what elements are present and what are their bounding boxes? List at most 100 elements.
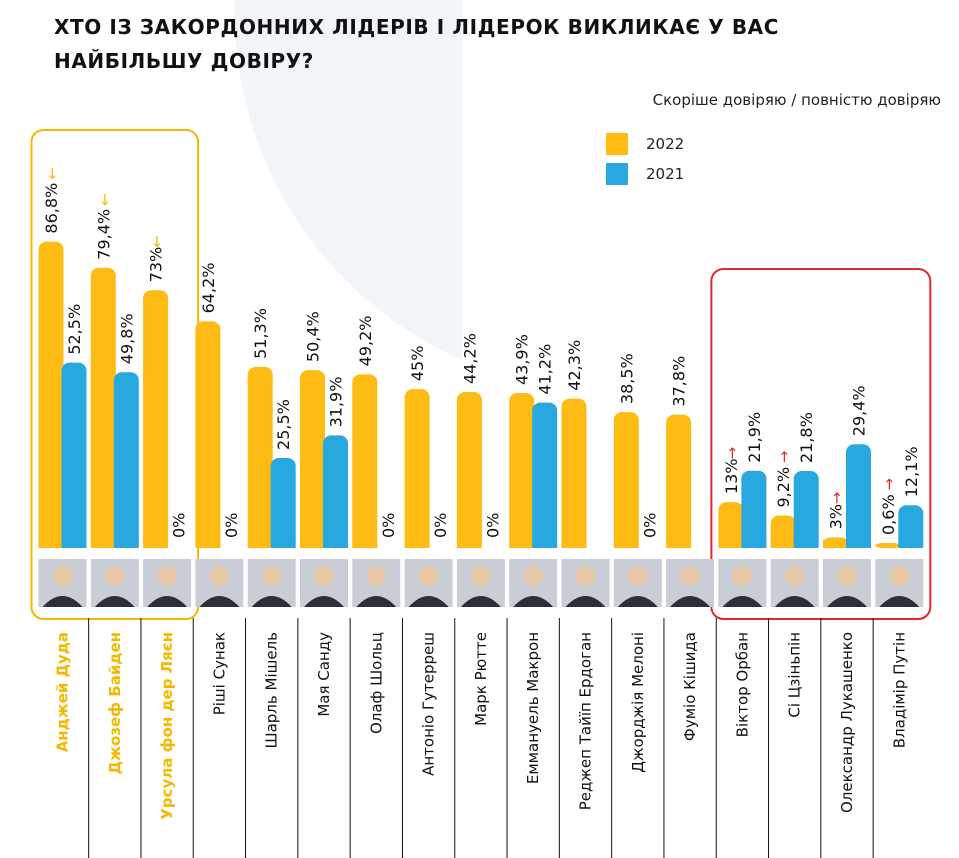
data-label-2022: 86,8% bbox=[42, 183, 61, 234]
legend-item-2022: 2022 bbox=[606, 133, 684, 155]
bar-2021-base bbox=[741, 540, 767, 548]
trend-arrow-down-icon: → bbox=[775, 451, 793, 464]
category-label: Анджей Дуда bbox=[54, 632, 72, 752]
bar-2021 bbox=[793, 471, 819, 548]
bar-2022-base bbox=[823, 540, 848, 548]
portrait-face bbox=[470, 566, 491, 586]
portrait-face bbox=[52, 566, 73, 586]
bar-2021 bbox=[898, 505, 924, 548]
bar-2022-base bbox=[247, 540, 273, 548]
category-label: Джорджія Мелоні bbox=[629, 632, 647, 773]
portrait-face bbox=[523, 566, 544, 586]
portrait-body bbox=[617, 596, 658, 607]
data-label-2021: 21,8% bbox=[797, 412, 816, 463]
category-label: Еммануель Макрон bbox=[524, 632, 542, 784]
data-label-2022: 45% bbox=[408, 346, 427, 382]
data-label-2021: 0% bbox=[483, 513, 502, 538]
category-label: Урсула фон дер Ляєн bbox=[158, 632, 176, 820]
bar-2022-base bbox=[718, 540, 744, 548]
category-label: Реджеп Тайїп Ердоган bbox=[577, 632, 595, 810]
legend-item-2021: 2021 bbox=[606, 163, 684, 185]
portrait-body bbox=[42, 596, 83, 607]
portrait-face bbox=[627, 566, 648, 586]
data-label-2022: 43,9% bbox=[513, 334, 532, 385]
portrait-body bbox=[565, 596, 606, 607]
bar-2022-base bbox=[561, 540, 587, 548]
portrait-body bbox=[304, 596, 344, 607]
category-label: Олександр Лукашенко bbox=[838, 632, 856, 813]
trend-arrow-up-icon: ← bbox=[95, 193, 113, 206]
bar-2022 bbox=[143, 290, 169, 548]
data-label-2021: 0% bbox=[431, 513, 450, 538]
portrait-body bbox=[879, 596, 920, 607]
category-label: Марк Рютте bbox=[472, 632, 490, 726]
data-label-2022: 42,3% bbox=[565, 340, 584, 391]
bar-2022 bbox=[90, 267, 116, 548]
portrait-body bbox=[827, 596, 867, 607]
category-label: Антоніо Гутерреш bbox=[420, 632, 438, 776]
data-label-2022: 0,6% bbox=[879, 494, 898, 535]
data-label-2022: 49,2% bbox=[356, 315, 375, 366]
data-label-2021: 29,4% bbox=[850, 385, 869, 436]
bar-2022-base bbox=[770, 540, 796, 548]
bar-2022-base bbox=[195, 540, 221, 548]
category-label: Шарль Мішель bbox=[263, 632, 281, 748]
bar-2022-base bbox=[613, 540, 639, 548]
portrait-face bbox=[784, 566, 805, 586]
bar-2022 bbox=[666, 414, 692, 548]
bar-2022-base bbox=[90, 540, 116, 548]
bar-2021 bbox=[61, 362, 87, 548]
chart-title: ХТО ІЗ ЗАКОРДОННИХ ЛІДЕРІВ І ЛІДЕРОК ВИК… bbox=[54, 15, 780, 73]
data-label-2022: 50,4% bbox=[304, 311, 323, 362]
category-group: Реджеп Тайїп Ердоган bbox=[561, 398, 613, 858]
data-label-2022: 37,8% bbox=[670, 356, 689, 407]
data-label-2021: 25,5% bbox=[274, 399, 293, 450]
portrait-face bbox=[157, 566, 178, 586]
legend-label-2022: 2022 bbox=[646, 135, 685, 153]
portrait-body bbox=[774, 596, 815, 607]
portrait-body bbox=[460, 596, 501, 607]
bar-2022-base bbox=[509, 540, 535, 548]
portrait-body bbox=[408, 596, 449, 607]
bar-2021-base bbox=[532, 540, 558, 548]
portrait-face bbox=[680, 566, 701, 586]
legend-label-2021: 2021 bbox=[646, 165, 685, 183]
bar-2021 bbox=[270, 457, 296, 548]
portrait-face bbox=[732, 566, 753, 586]
trend-arrow-down-icon: → bbox=[828, 492, 846, 505]
portrait-body bbox=[147, 596, 188, 607]
portrait-body bbox=[94, 596, 135, 607]
category-group: Антоніо Гутерреш bbox=[404, 389, 456, 858]
bar-2022-base bbox=[404, 540, 430, 548]
category-group: Мая Санду bbox=[300, 370, 351, 858]
trend-arrow-up-icon: ← bbox=[148, 235, 166, 248]
portrait-body bbox=[722, 596, 763, 607]
category-group: Марк Рютте bbox=[456, 391, 508, 858]
category-label: Віктор Орбан bbox=[733, 632, 751, 737]
bar-2021 bbox=[532, 402, 558, 548]
bar-2022-base bbox=[456, 540, 482, 548]
category-group: → Сі Цзіньпін bbox=[770, 451, 822, 858]
category-group: → Владімір Путін bbox=[875, 478, 924, 748]
category-group: → Олександр Лукашенко bbox=[823, 444, 874, 858]
data-label-2022: 79,4% bbox=[94, 209, 113, 260]
bar-2021-base bbox=[793, 540, 819, 548]
bar-2022 bbox=[770, 515, 796, 548]
legend-swatch-2021 bbox=[606, 163, 628, 185]
data-label-2021: 12,1% bbox=[902, 446, 921, 497]
bar-2022 bbox=[718, 502, 744, 548]
bar-2022-base bbox=[666, 540, 692, 548]
bar-2021 bbox=[741, 470, 767, 548]
portrait-body bbox=[670, 596, 711, 607]
data-label-2022: 44,2% bbox=[460, 333, 479, 384]
data-label-2021: 31,9% bbox=[327, 377, 346, 428]
trend-arrow-down-icon: → bbox=[723, 447, 741, 460]
data-label-2022: 51,3% bbox=[251, 308, 270, 359]
bar-2022 bbox=[404, 389, 430, 548]
category-group: ← Джозеф Байден bbox=[90, 193, 142, 858]
category-group: Еммануель Макрон bbox=[509, 393, 560, 858]
portrait-body bbox=[513, 596, 554, 607]
portrait-face bbox=[889, 566, 910, 586]
